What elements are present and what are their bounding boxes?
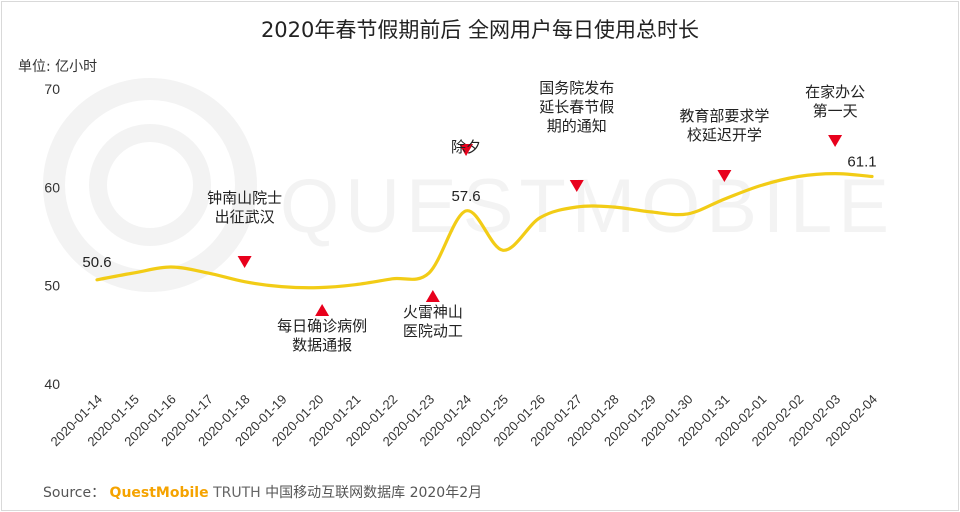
data-point [685,212,689,216]
data-point [95,278,99,282]
y-tick-label: 40 [44,376,60,392]
source-prefix: Source： [43,485,106,501]
data-point [833,172,837,176]
annotation-marker [828,135,843,147]
y-tick-label: 70 [44,81,60,97]
source-truth: TRUTH [213,485,261,501]
data-label: 61.1 [847,154,876,171]
annotation-marker [425,290,440,302]
annotation-text: 国务院发布 [539,79,614,97]
data-point [501,248,505,252]
chart-title: 2020年春节假期前后 全网用户每日使用总时长 [260,18,700,42]
unit-label: 单位: 亿小时 [18,59,98,75]
annotation-marker [717,170,732,182]
watermark-ring-outer [43,78,257,292]
annotation-text: 每日确诊病例 [277,317,367,335]
data-point [870,175,874,179]
value-labels: 50.6 57.6 61.1 [82,154,876,271]
data-point [796,175,800,179]
watermark-ring-inner [89,124,211,246]
annotation-marker [237,256,252,268]
annotation-marker [569,180,584,192]
data-point [538,216,542,220]
data-point [316,286,320,290]
data-point [464,209,468,213]
source-note: Source： QuestMobile TRUTH 中国移动互联网数据库 202… [43,482,482,502]
data-point [206,271,210,275]
annotation-text: 数据通报 [292,336,352,354]
data-label: 50.6 [82,254,111,271]
source-brand: QuestMobile [109,485,209,501]
y-tick-label: 50 [44,278,60,294]
data-point [575,205,579,209]
annotation-marker [315,304,330,316]
data-point [612,205,616,209]
annotation-text: 第一天 [813,102,858,120]
x-axis: 2020-01-142020-01-152020-01-162020-01-17… [47,392,880,450]
annotation-text: 校延迟开学 [687,126,762,144]
y-axis: 40 50 60 70 [44,81,60,392]
annotation-text: 期的通知 [547,117,607,135]
annotation-text: 在家办公 [805,83,865,101]
data-point [280,285,284,289]
data-point [243,280,247,284]
series-line [95,171,874,290]
data-point [722,197,726,201]
annotation-text: 火雷神山 [403,303,463,321]
annotation-text: 钟南山院士 [207,189,282,207]
annotation-text: 出征武汉 [215,208,275,226]
annotation-marker [459,144,474,156]
data-point [353,283,357,287]
annotation-text: 除夕 [451,138,481,156]
data-point [169,265,173,269]
data-point [759,183,763,187]
data-point [427,271,431,275]
data-point [390,277,394,281]
data-point [132,271,136,275]
annotation-text: 教育部要求学 [679,107,769,125]
data-label: 57.6 [451,188,480,205]
y-tick-label: 60 [44,179,60,195]
source-rest: 中国移动互联网数据库 2020年2月 [265,485,483,501]
annotation-text: 医院动工 [403,322,463,340]
data-point [649,210,653,214]
annotation-text: 延长春节假 [539,98,614,116]
